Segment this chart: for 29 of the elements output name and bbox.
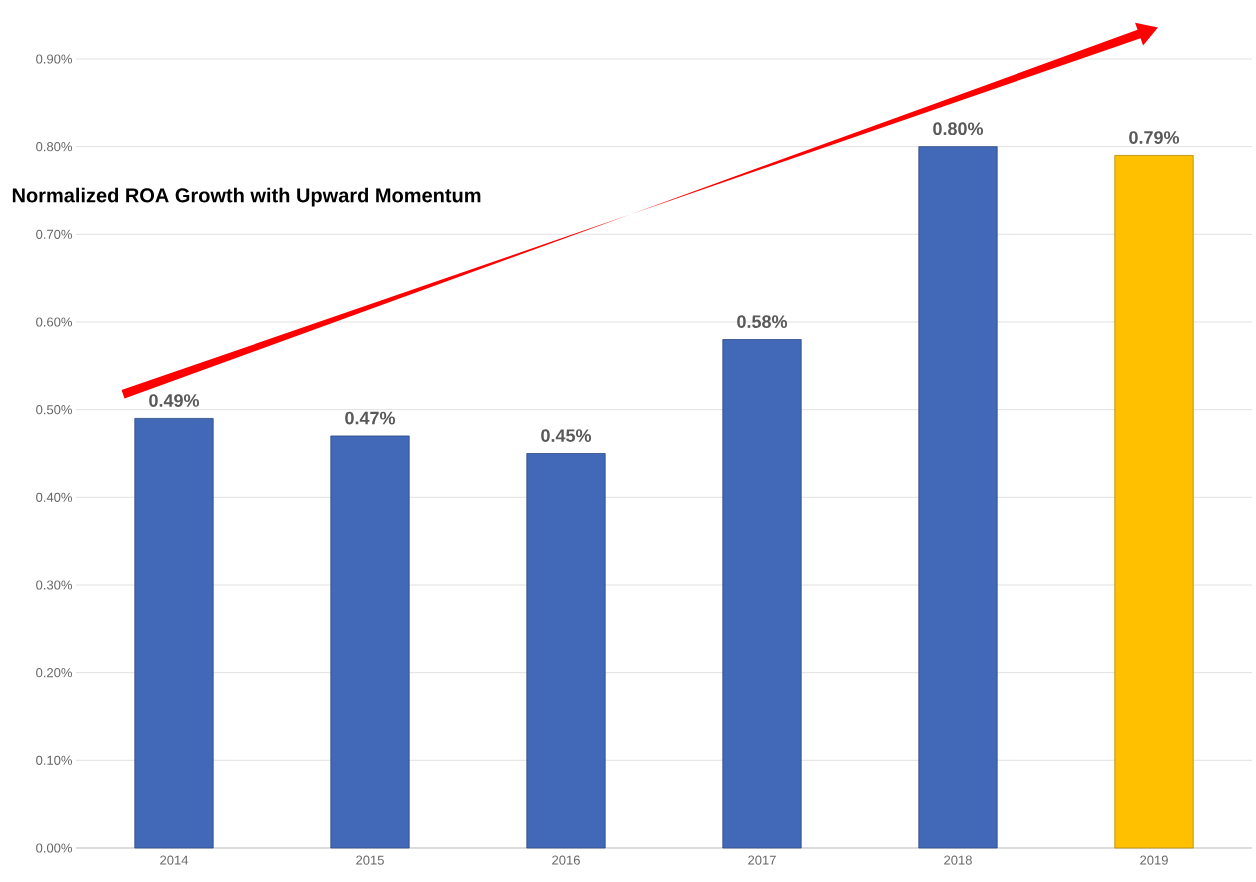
text: Normalized ROA Growth with Upward Momentum [12,187,481,207]
bar [918,146,998,849]
x-tick-label: 2014 [160,855,189,865]
x-tick-label: 2015 [356,855,384,865]
data-label: 0.45% [541,429,592,442]
y-tick-label: 0.80% [36,142,73,152]
bar [1114,155,1194,849]
y-tick-label: 0.10% [36,755,73,765]
y-tick-label: 0.20% [36,668,73,678]
bar [526,453,606,849]
y-tick-label: 0.30% [36,580,73,590]
data-label: 0.58% [737,315,788,328]
x-tick-label: 2019 [1140,855,1168,865]
x-tick-label: 2017 [748,855,776,865]
x-tick-label: 2016 [552,855,580,865]
data-label: 0.49% [149,394,200,407]
y-tick-label: 0.60% [36,317,73,327]
data-label: 0.80% [933,122,984,136]
data-label: 0.47% [345,411,396,425]
bar [722,339,802,849]
bar [134,418,214,849]
y-tick-label: 0.90% [36,54,73,64]
y-tick-label: 0.50% [36,405,73,415]
data-label: 0.79% [1129,131,1180,144]
y-tick-label: 0.70% [36,229,73,239]
y-tick-label: 0.40% [36,492,73,502]
x-tick-label: 2018 [944,855,972,865]
bar [330,435,410,849]
y-tick-label: 0.00% [36,843,73,853]
